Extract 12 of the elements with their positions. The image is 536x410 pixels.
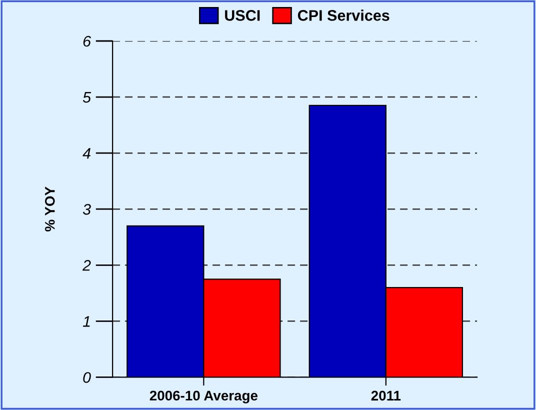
y-axis-title: % YOY xyxy=(44,186,55,232)
legend-label: CPI Services xyxy=(298,10,390,21)
x-tick-label: 2011 xyxy=(371,390,401,401)
legend-label: USCI xyxy=(225,10,260,21)
y-tick-label: 3 xyxy=(82,204,91,215)
y-tick-label: 4 xyxy=(82,148,90,159)
y-tick-label: 0 xyxy=(83,372,91,383)
y-tick-label: 5 xyxy=(82,92,92,103)
y-tick-label: 1 xyxy=(82,316,90,327)
y-tick-label: 6 xyxy=(83,36,92,47)
y-tick-label: 2 xyxy=(82,260,91,271)
x-tick-label: 2006-10 Average xyxy=(150,390,258,404)
